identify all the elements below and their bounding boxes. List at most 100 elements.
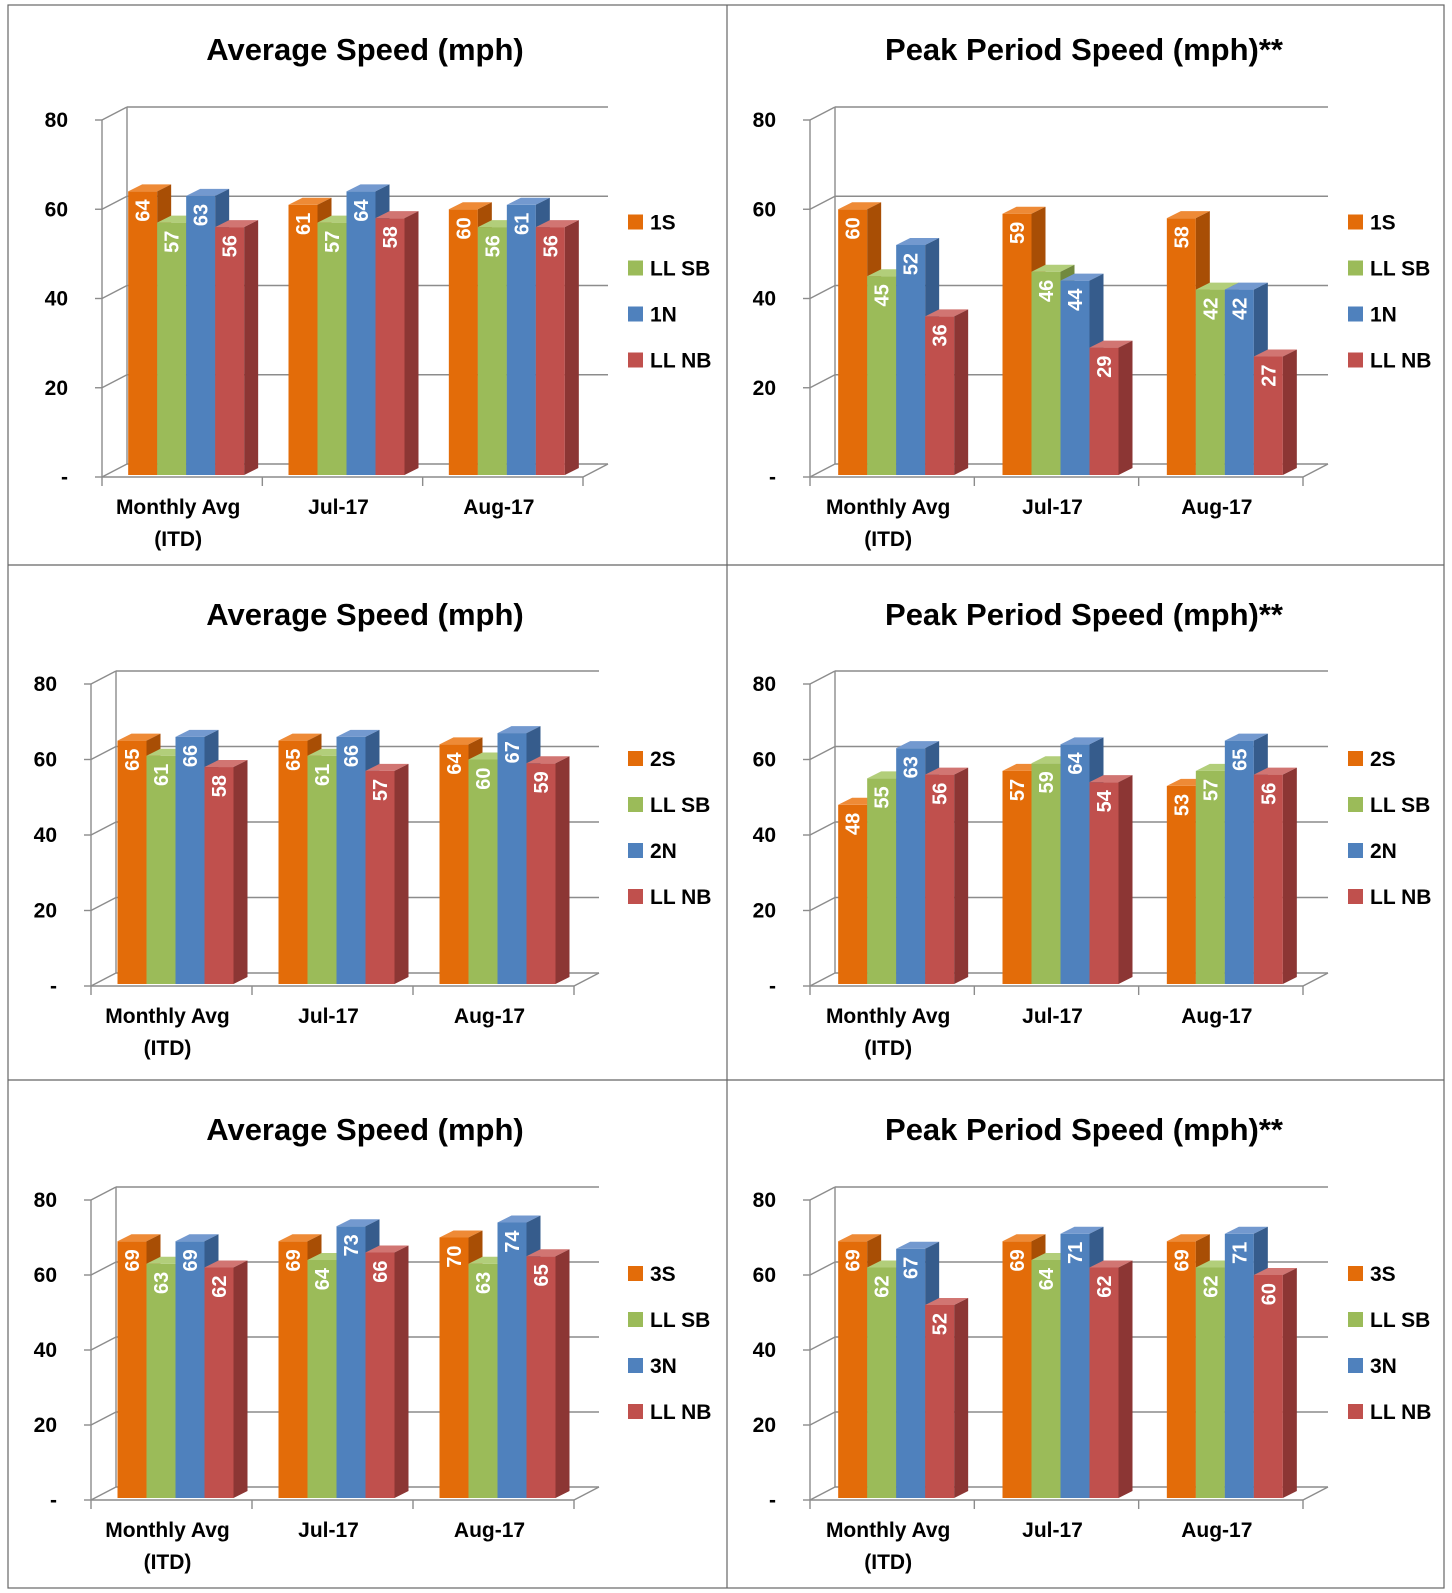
x-tick-label: Jul-17 [308,496,369,519]
bar [867,276,897,475]
bar-top [925,767,969,775]
bar [497,733,527,984]
gridline-depth [90,1411,117,1426]
bar-value-label: 56 [220,235,242,257]
bar-value-label: 29 [1094,356,1116,378]
legend-label: 3N [1370,1355,1397,1378]
bar-value-label: 59 [531,771,553,793]
bar-side [244,220,259,475]
floor-edge [573,972,600,987]
legend-swatch [1348,1312,1363,1327]
x-tick-label: Jul-17 [1022,1519,1083,1542]
bar-top [204,760,248,768]
bar [317,222,347,475]
y-tick-label: 20 [45,377,68,400]
y-tick-label: 60 [45,198,68,221]
bar-value-label: 64 [1065,752,1087,775]
gridline-depth [809,1486,836,1501]
bar [336,736,366,984]
gridline-depth [809,1186,836,1201]
bar-value-label: 73 [341,1234,363,1256]
bar-value-label: 59 [1036,771,1058,793]
legend-swatch [628,306,643,322]
bar-top [175,1234,219,1242]
gridline-depth [809,195,836,210]
legend-swatch [1348,306,1363,322]
legend-label: 3S [1370,1263,1396,1286]
bar-top [1253,767,1297,775]
gridline-depth [90,821,117,836]
bar-value-label: 69 [843,1249,865,1271]
bar-top [1166,1234,1210,1242]
bar [896,1248,926,1498]
y-tick-label: 60 [753,1264,776,1287]
bar [307,1260,337,1498]
floor-edge [573,1486,600,1501]
gridline-depth [809,284,836,300]
y-tick-label: 60 [34,1264,57,1287]
bar-top [526,1249,570,1257]
y-tick-label: 80 [753,1189,776,1212]
bar-value-label: 61 [312,764,334,786]
bar [1060,280,1090,475]
bar [1224,740,1254,984]
chart-title: Average Speed (mph) [206,597,524,632]
bar-top [1166,211,1210,219]
bar [1060,1233,1090,1498]
bar-top [1089,340,1133,348]
legend-swatch [628,1266,643,1281]
bar [448,209,478,475]
y-tick-label: 60 [753,749,776,772]
grid-frame [7,4,1445,1589]
bar [1002,213,1032,475]
legend-swatch [628,1404,643,1419]
legend-label: 2S [650,748,676,771]
y-tick-label: 80 [753,109,776,132]
bar-top [1002,206,1046,214]
bar-top [1060,737,1104,745]
x-tick-label: Aug-17 [1181,1519,1252,1542]
bar-value-label: 64 [444,752,466,775]
gridline-depth [809,896,836,912]
bar [288,204,318,475]
bar-side [233,1260,248,1498]
gridline-depth [809,1261,836,1276]
y-tick-label: 60 [753,198,776,221]
bar [117,1241,147,1498]
bar-top [506,197,550,205]
y-tick-label: 80 [45,109,68,132]
bar-side [555,756,570,984]
bar-value-label: 64 [133,199,155,222]
bar [204,1267,234,1498]
bar [535,227,565,475]
bar-top [278,1234,322,1242]
bar-value-label: 44 [1065,288,1087,311]
gridline-depth [101,195,128,210]
y-tick-label: 20 [34,900,57,923]
chart-panel: Peak Period Speed (mph)** - 20 40 60 80 60 45 52… [753,32,1432,551]
legend-swatch [628,352,643,368]
legend-label: 1S [1370,212,1396,235]
gridline-depth [90,1486,117,1501]
bar-value-label: 61 [293,213,315,235]
y-tick-label: - [50,1489,57,1512]
gridline-depth [809,463,836,478]
bar [497,1222,527,1498]
bar-top [336,729,380,737]
legend-swatch [628,797,643,812]
y-tick-label: 40 [34,1339,57,1362]
y-tick-label: - [61,466,68,489]
gridline-depth [90,745,117,761]
bar-value-label: 70 [444,1246,466,1268]
bar [468,759,498,984]
bar [117,740,147,984]
bar [1166,785,1196,984]
bar [175,736,205,984]
bar-value-label: 48 [843,813,865,835]
x-tick-label: Jul-17 [1022,1005,1083,1028]
bar-top [1224,1226,1268,1234]
floor-edge [1302,972,1329,987]
bar [146,755,176,984]
x-tick-label: Monthly Avg (ITD) [826,1519,950,1574]
y-tick-label: 40 [753,824,776,847]
